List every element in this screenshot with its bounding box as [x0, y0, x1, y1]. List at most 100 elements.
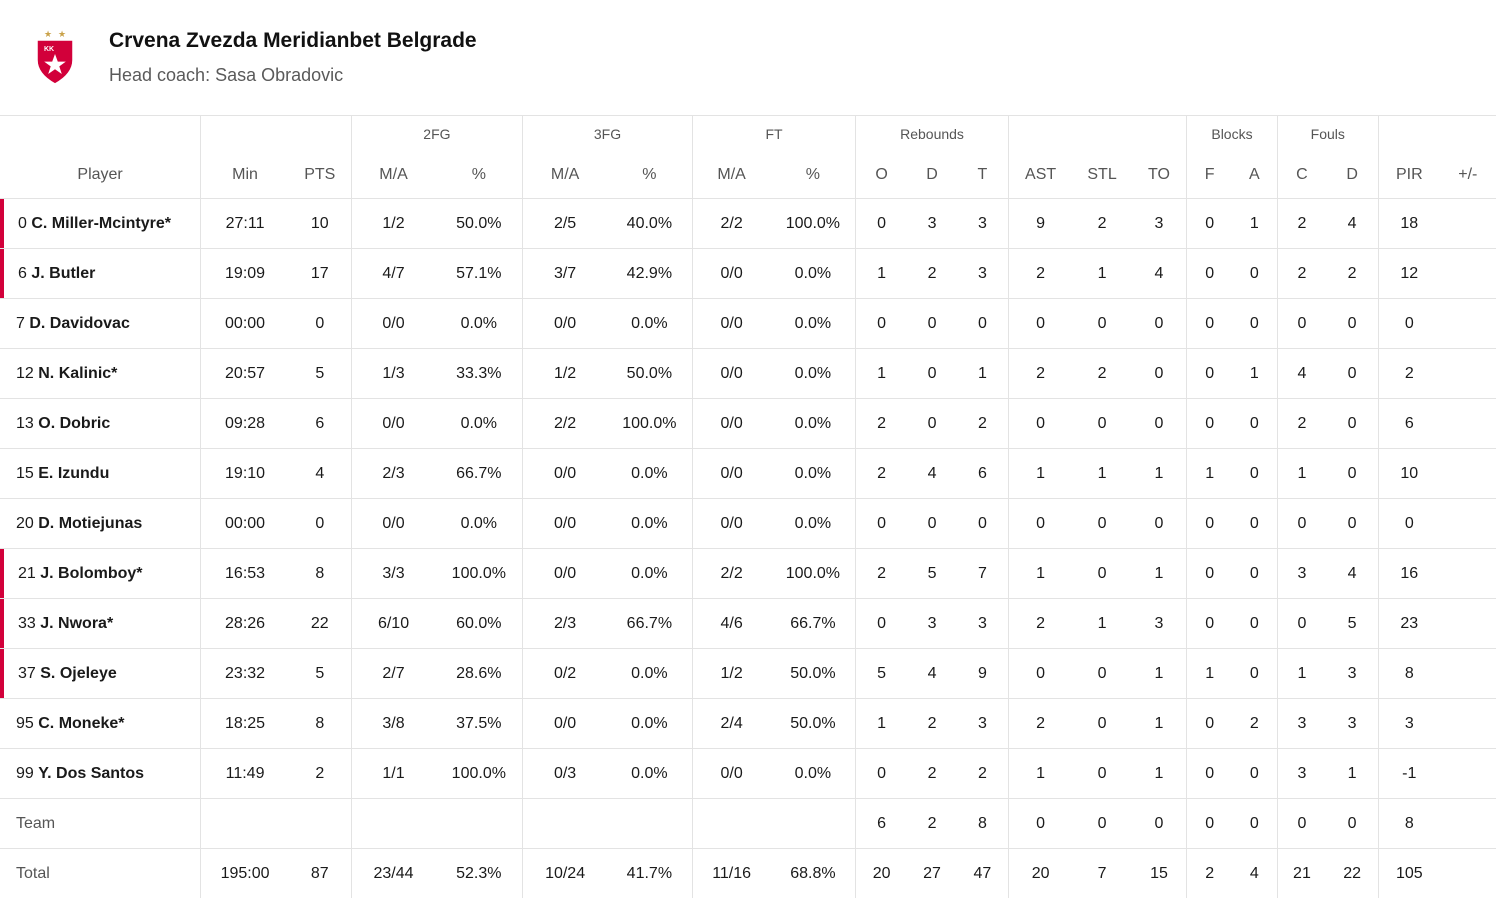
stat-fg2p: 0.0% — [435, 299, 522, 349]
col-foul-d: D — [1326, 152, 1378, 199]
stat-pir: -1 — [1378, 749, 1439, 799]
stat-ba: 0 — [1232, 399, 1277, 449]
player-name[interactable]: D. Davidovac — [29, 315, 129, 332]
stat-to: 0 — [1132, 399, 1187, 449]
stat-ft: 2/2 — [692, 199, 770, 249]
col-pir: PIR — [1378, 152, 1439, 199]
stat-pir: 2 — [1378, 349, 1439, 399]
stat-pts: 5 — [289, 349, 351, 399]
stat-ftp: 0.0% — [771, 399, 856, 449]
player-cell: 20 D. Motiejunas — [0, 499, 201, 549]
stat-min: 28:26 — [201, 599, 289, 649]
stat-d: 0 — [907, 499, 957, 549]
player-name[interactable]: S. Ojeleye — [40, 665, 117, 682]
player-name[interactable]: J. Butler — [31, 265, 95, 282]
stat-o: 0 — [856, 299, 907, 349]
stat-ba: 0 — [1232, 649, 1277, 699]
stat-pm — [1440, 549, 1496, 599]
stat-stl: 0 — [1072, 549, 1131, 599]
stat-to: 1 — [1132, 549, 1187, 599]
stat-fg2p: 0.0% — [435, 499, 522, 549]
player-name[interactable]: C. Moneke* — [38, 715, 124, 732]
player-cell: 99 Y. Dos Santos — [0, 749, 201, 799]
stat-pm — [1440, 749, 1496, 799]
player-name[interactable]: J. Nwora* — [40, 615, 113, 632]
stat-o: 2 — [856, 449, 907, 499]
group-ft: FT — [692, 116, 856, 152]
stat-t: 3 — [957, 599, 1008, 649]
col-3fg-ma: M/A — [523, 152, 607, 199]
stat-ftp: 50.0% — [771, 699, 856, 749]
stat-ba: 0 — [1232, 449, 1277, 499]
stat-fg3: 2/2 — [523, 399, 607, 449]
stat-pts: 0 — [289, 499, 351, 549]
player-name[interactable]: D. Motiejunas — [38, 515, 142, 532]
stat-o: 0 — [856, 749, 907, 799]
stat-fg2p: 50.0% — [435, 199, 522, 249]
stat-o: 1 — [856, 249, 907, 299]
player-name[interactable]: N. Kalinic* — [38, 365, 117, 382]
stat-stl: 0 — [1072, 499, 1131, 549]
stat-fg2: 6/10 — [351, 599, 435, 649]
stat-t: 1 — [957, 349, 1008, 399]
player-name[interactable]: J. Bolomboy* — [40, 565, 142, 582]
stat-d: 4 — [907, 449, 957, 499]
stat-fg2p: 52.3% — [435, 849, 522, 898]
stat-o: 2 — [856, 549, 907, 599]
player-number: 37 — [18, 665, 36, 682]
stat-bf: 0 — [1187, 549, 1232, 599]
stat-fc: 0 — [1277, 299, 1326, 349]
stat-pir: 8 — [1378, 799, 1439, 849]
stat-o: 2 — [856, 399, 907, 449]
team-logo-icon: ★ ★ KK — [33, 28, 77, 86]
stat-stl: 1 — [1072, 599, 1131, 649]
stat-bf: 0 — [1187, 199, 1232, 249]
stat-ft: 0/0 — [692, 749, 770, 799]
stat-fg3: 0/0 — [523, 549, 607, 599]
stat-to: 1 — [1132, 749, 1187, 799]
stat-ftp: 66.7% — [771, 599, 856, 649]
stat-ft: 0/0 — [692, 499, 770, 549]
stat-fd: 2 — [1326, 249, 1378, 299]
stat-fg2: 1/1 — [351, 749, 435, 799]
stat-stl: 0 — [1072, 649, 1131, 699]
col-3fg-pct: % — [607, 152, 692, 199]
stat-d: 0 — [907, 299, 957, 349]
stat-to: 4 — [1132, 249, 1187, 299]
total-row-label: Total — [0, 849, 201, 898]
stat-ftp: 0.0% — [771, 249, 856, 299]
group-3fg: 3FG — [523, 116, 693, 152]
stat-min: 11:49 — [201, 749, 289, 799]
stat-pir: 18 — [1378, 199, 1439, 249]
stat-pir: 10 — [1378, 449, 1439, 499]
player-name[interactable]: E. Izundu — [38, 465, 109, 482]
player-name[interactable]: Y. Dos Santos — [38, 765, 144, 782]
col-foul-c: C — [1277, 152, 1326, 199]
stat-fg2: 3/3 — [351, 549, 435, 599]
col-to: TO — [1132, 152, 1187, 199]
player-name[interactable]: C. Miller-Mcintyre* — [31, 215, 171, 232]
stat-pts: 87 — [289, 849, 351, 898]
stat-fd: 0 — [1326, 349, 1378, 399]
col-reb-d: D — [907, 152, 957, 199]
stat-min: 23:32 — [201, 649, 289, 699]
stat-t: 47 — [957, 849, 1008, 898]
stat-pir: 8 — [1378, 649, 1439, 699]
player-number: 6 — [18, 265, 27, 282]
stat-pts: 17 — [289, 249, 351, 299]
stat-to: 1 — [1132, 449, 1187, 499]
group-header-row: 2FG 3FG FT Rebounds Blocks Fouls — [0, 116, 1496, 152]
stat-fg2: 0/0 — [351, 499, 435, 549]
stat-pir: 16 — [1378, 549, 1439, 599]
player-name[interactable]: O. Dobric — [38, 415, 110, 432]
stat-fg3p: 0.0% — [607, 549, 692, 599]
player-number: 20 — [16, 515, 34, 532]
stat-ast: 2 — [1008, 699, 1072, 749]
player-number: 12 — [16, 365, 34, 382]
col-ast: AST — [1008, 152, 1072, 199]
stat-fg3p: 0.0% — [607, 649, 692, 699]
stat-d: 2 — [907, 699, 957, 749]
stat-pm — [1440, 649, 1496, 699]
